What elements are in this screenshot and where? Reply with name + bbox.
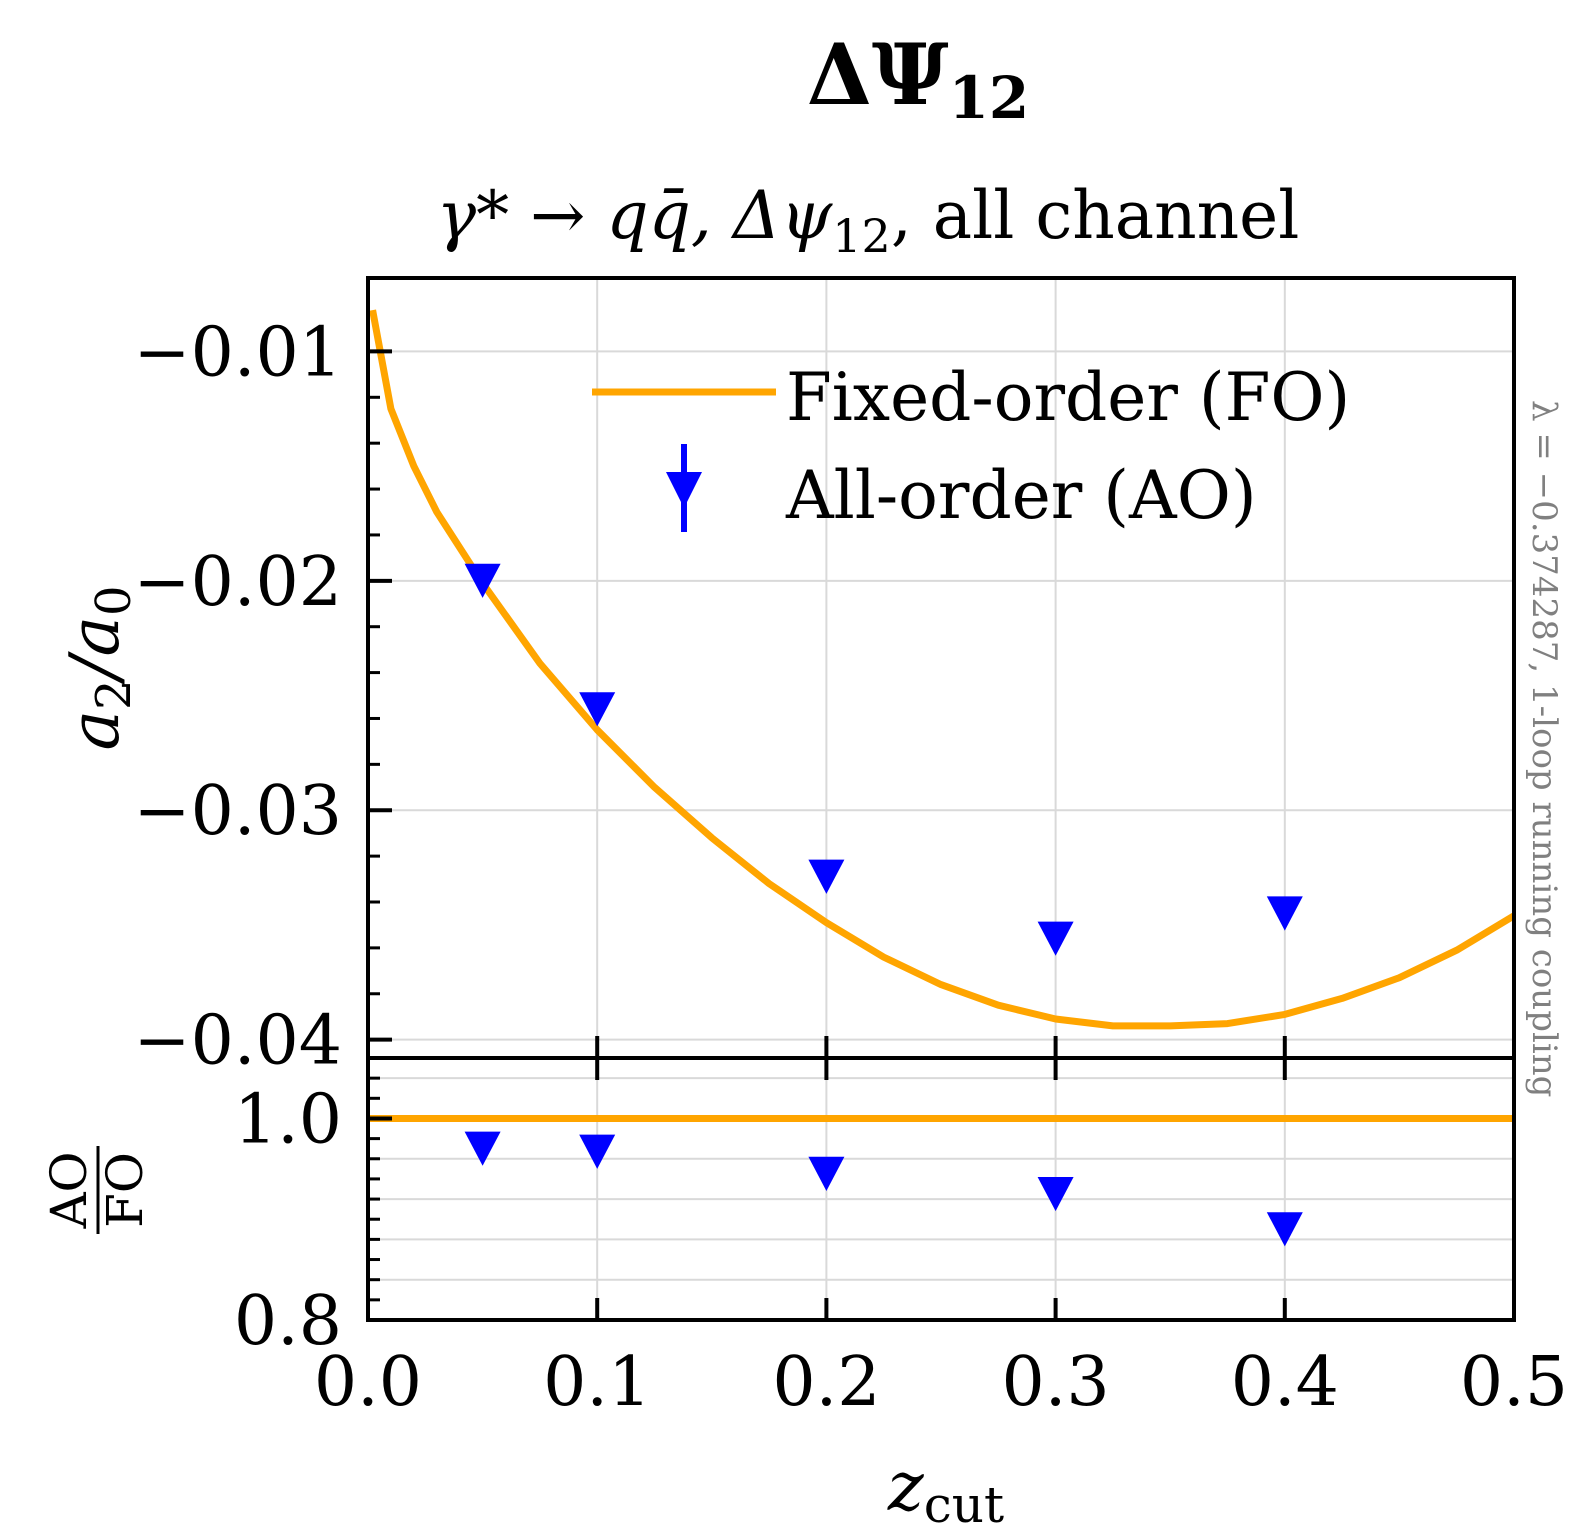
ao-main-layer: [464, 563, 1303, 956]
ao-marker-ratio: [579, 1134, 616, 1169]
x-tick-label: 0.3: [1002, 1343, 1110, 1422]
side-note: λ = −0.374287, 1-loop running coupling: [1524, 400, 1564, 1097]
ratio-label-denominator: FO: [96, 1152, 154, 1228]
ao-marker-ratio: [808, 1156, 845, 1191]
legend-ao-marker: [666, 472, 702, 508]
fo-main-layer: [369, 309, 1516, 1030]
x-tick-label: 0.1: [543, 1343, 651, 1422]
ratio-grid: [367, 1058, 1515, 1320]
ao-marker-main: [579, 692, 616, 727]
legend: Fixed-order (FO) All-order (AO): [592, 359, 1350, 534]
ao-ratio-layer: [464, 1131, 1303, 1247]
y-tick-label-main: −0.04: [134, 1002, 342, 1081]
x-tick-label: 0.4: [1231, 1343, 1339, 1422]
legend-ao-label: All-order (AO): [785, 457, 1257, 534]
ao-marker-main: [808, 859, 845, 894]
legend-fo-label: Fixed-order (FO): [786, 359, 1350, 436]
x-tick-label: 0.0: [314, 1343, 422, 1422]
fo-curve-main: [369, 309, 1516, 1030]
ao-marker-main: [1037, 921, 1074, 956]
chart-title: ΔΨ12: [807, 25, 1030, 132]
ao-marker-ratio: [464, 1131, 501, 1166]
ao-marker-main: [464, 563, 501, 598]
y-axis-label-ratio: AO FO: [40, 1146, 154, 1234]
y-tick-label-main: −0.01: [134, 313, 342, 392]
x-axis-label: zcut: [887, 1448, 1004, 1534]
ratio-plot-frame: [366, 1056, 1516, 1322]
y-tick-label-main: −0.03: [134, 772, 342, 851]
chart-subtitle: γ* → qq̄, Δψ12, all channel: [437, 177, 1300, 263]
y-tick-label-main: −0.02: [134, 543, 342, 622]
ao-marker-ratio: [1266, 1212, 1303, 1247]
y-axis-label-main: a2/a0: [56, 585, 142, 750]
y-tick-label-ratio: 0.8: [234, 1282, 342, 1361]
ratio-label-numerator: AO: [40, 1151, 98, 1229]
x-tick-label: 0.2: [772, 1343, 880, 1422]
ao-marker-ratio: [1037, 1176, 1074, 1212]
ao-marker-main: [1266, 896, 1303, 931]
y-tick-label-ratio: 1.0: [234, 1080, 342, 1159]
x-tick-label: 0.5: [1460, 1343, 1568, 1422]
tick-layer: 0.0 0.1 0.2 0.3 0.4 0.5 −0.01 −0.02 −0.03 −0.041.…: [134, 313, 1568, 1422]
